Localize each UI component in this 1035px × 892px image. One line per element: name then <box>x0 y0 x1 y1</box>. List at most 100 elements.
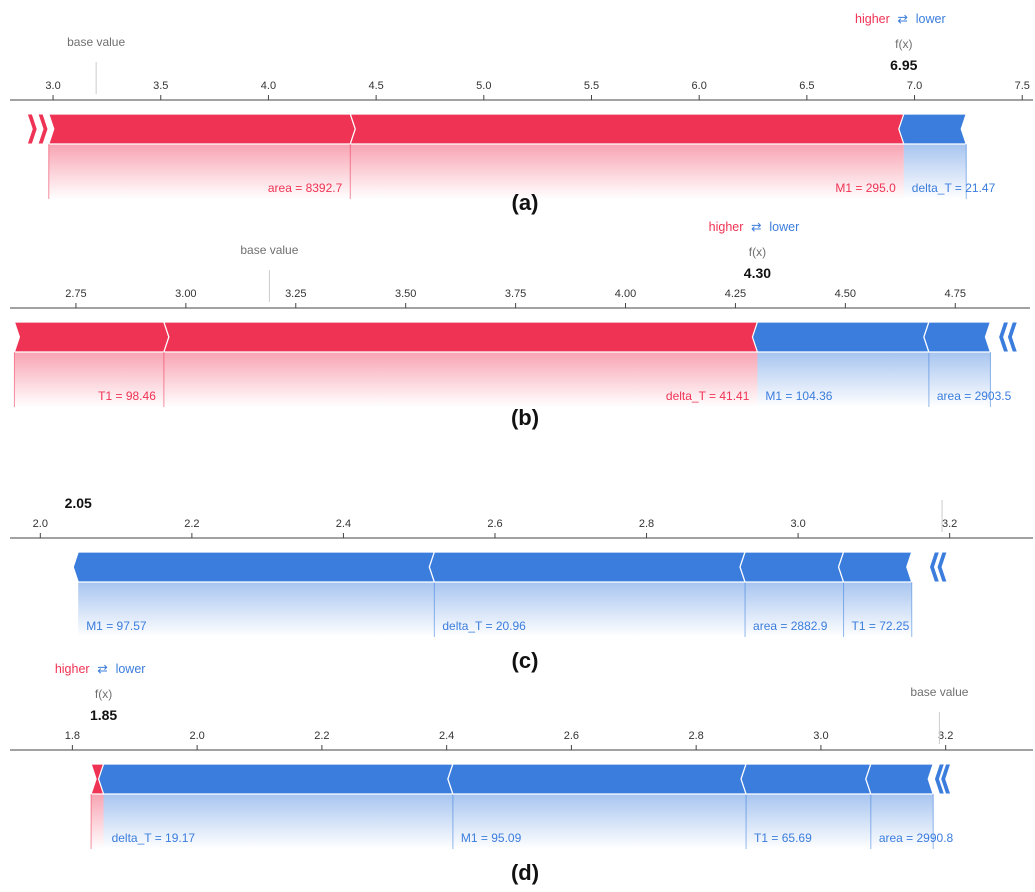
legend-arrows-icon: ⇄ <box>97 662 108 676</box>
legend-higher: higher <box>709 220 744 234</box>
feature-label: delta_T = 20.96 <box>442 619 526 633</box>
positive-force-bar <box>163 321 764 353</box>
tail-chevron <box>1006 321 1019 353</box>
panel-caption: (b) <box>511 405 539 430</box>
legend-lower: lower <box>769 220 799 234</box>
feature-label: delta_T = 21.47 <box>912 181 996 195</box>
base-value-label: base value <box>910 685 968 699</box>
feature-label: area = 2903.5 <box>937 389 1012 403</box>
legend-lower: lower <box>916 12 946 26</box>
x-tick-label: 3.0 <box>813 730 828 742</box>
tail-chevron <box>37 113 49 145</box>
fx-value: 1.85 <box>90 707 117 723</box>
negative-force-bar <box>447 763 747 795</box>
feature-label: T1 = 72.25 <box>852 619 910 633</box>
force-plot-panel: 2.75 3.00 3.25 3.50 3.75 4.00 4.25 4.50 4.75 base… <box>10 220 1030 430</box>
x-tick-label: 2.0 <box>189 730 204 742</box>
positive-force-bar <box>13 321 170 353</box>
legend: higher ⇄ lower <box>855 12 946 26</box>
negative-force-bar <box>865 763 935 795</box>
x-tick-label: 7.5 <box>1015 80 1030 92</box>
x-tick-label: 2.0 <box>33 518 48 530</box>
force-shading <box>48 144 904 199</box>
x-tick-label: 2.8 <box>689 730 704 742</box>
x-tick-label: 7.0 <box>907 80 922 92</box>
feature-label: area = 2990.8 <box>879 831 954 845</box>
legend: higher ⇄ lower <box>55 662 146 676</box>
x-tick-label: 6.5 <box>799 80 814 92</box>
x-tick-label: 4.50 <box>835 288 856 300</box>
feature-label: area = 8392.7 <box>268 181 343 195</box>
legend-higher: higher <box>55 662 90 676</box>
panel-caption: (c) <box>512 648 539 673</box>
panel-caption: (d) <box>511 860 539 885</box>
feature-label: T1 = 65.69 <box>754 831 812 845</box>
base-value-label: base value <box>67 35 125 49</box>
fx-label: f(x) <box>895 37 912 51</box>
x-tick-label: 4.75 <box>945 288 966 300</box>
tail-chevron <box>26 113 38 145</box>
feature-label: delta_T = 19.17 <box>112 831 196 845</box>
x-tick-label: 1.8 <box>65 730 80 742</box>
fx-value: 4.30 <box>744 265 771 281</box>
feature-label: M1 = 95.09 <box>461 831 522 845</box>
feature-label: T1 = 98.46 <box>98 389 156 403</box>
x-tick-label: 4.5 <box>368 80 383 92</box>
tail-chevron <box>933 763 946 795</box>
tail-chevron <box>936 551 948 583</box>
force-shading <box>91 794 104 849</box>
tail-chevron <box>928 551 941 583</box>
force-shading <box>14 352 758 407</box>
legend-lower: lower <box>116 662 146 676</box>
x-tick-label: 2.2 <box>184 518 199 530</box>
x-tick-label: 4.0 <box>261 80 276 92</box>
feature-label: M1 = 97.57 <box>86 619 147 633</box>
feature-label: delta_T = 41.41 <box>666 389 750 403</box>
negative-force-bar <box>740 763 872 795</box>
positive-force-bar <box>349 113 910 145</box>
negative-force-bar <box>923 321 992 353</box>
x-tick-label: 6.0 <box>692 80 707 92</box>
x-tick-label: 4.25 <box>725 288 746 300</box>
negative-force-bar <box>898 113 968 145</box>
x-tick-label: 2.6 <box>487 518 502 530</box>
force-plot-panel: 3.0 3.5 4.0 4.5 5.0 5.5 6.0 6.5 7.0 7.5 base value… <box>10 12 1033 215</box>
negative-force-bar <box>739 551 845 583</box>
tail-chevron <box>940 763 952 795</box>
force-plot-panel: 1.8 2.0 2.2 2.4 2.6 2.8 3.0 3.2 base value f(x) 1.… <box>10 662 1033 885</box>
fx-value: 2.05 <box>65 495 92 511</box>
feature-label: area = 2882.9 <box>753 619 828 633</box>
legend-arrows-icon: ⇄ <box>898 12 909 26</box>
tail-chevron <box>998 321 1010 353</box>
force-shading <box>103 794 934 849</box>
x-tick-label: 2.4 <box>439 730 454 742</box>
force-shading <box>757 352 991 407</box>
x-tick-label: 4.00 <box>615 288 636 300</box>
positive-force-bar <box>47 113 356 145</box>
fx-label: f(x) <box>749 245 766 259</box>
fx-label: f(x) <box>95 687 112 701</box>
x-tick-label: 3.2 <box>938 730 953 742</box>
negative-force-bar <box>72 551 436 583</box>
x-tick-label: 5.5 <box>584 80 599 92</box>
x-tick-label: 3.50 <box>395 288 416 300</box>
negative-force-bar <box>837 551 913 583</box>
base-value-label: base value <box>240 243 298 257</box>
fx-value: 6.95 <box>890 57 917 73</box>
negative-force-bar <box>97 763 454 795</box>
x-tick-label: 3.0 <box>45 80 60 92</box>
feature-label: M1 = 104.36 <box>765 389 832 403</box>
x-tick-label: 2.2 <box>314 730 329 742</box>
x-tick-label: 3.75 <box>505 288 526 300</box>
legend-higher: higher <box>855 12 890 26</box>
force-shading <box>903 144 967 199</box>
feature-label: M1 = 295.0 <box>835 181 896 195</box>
x-tick-label: 2.4 <box>336 518 351 530</box>
x-tick-label: 3.00 <box>175 288 196 300</box>
x-tick-label: 2.6 <box>564 730 579 742</box>
x-tick-label: 2.75 <box>65 288 86 300</box>
force-plot-panel: 2.0 2.2 2.4 2.6 2.8 3.0 3.2 2.05 M1 = 97.57 delta… <box>10 495 1033 673</box>
panel-caption: (a) <box>512 190 539 215</box>
x-tick-label: 3.2 <box>942 518 957 530</box>
